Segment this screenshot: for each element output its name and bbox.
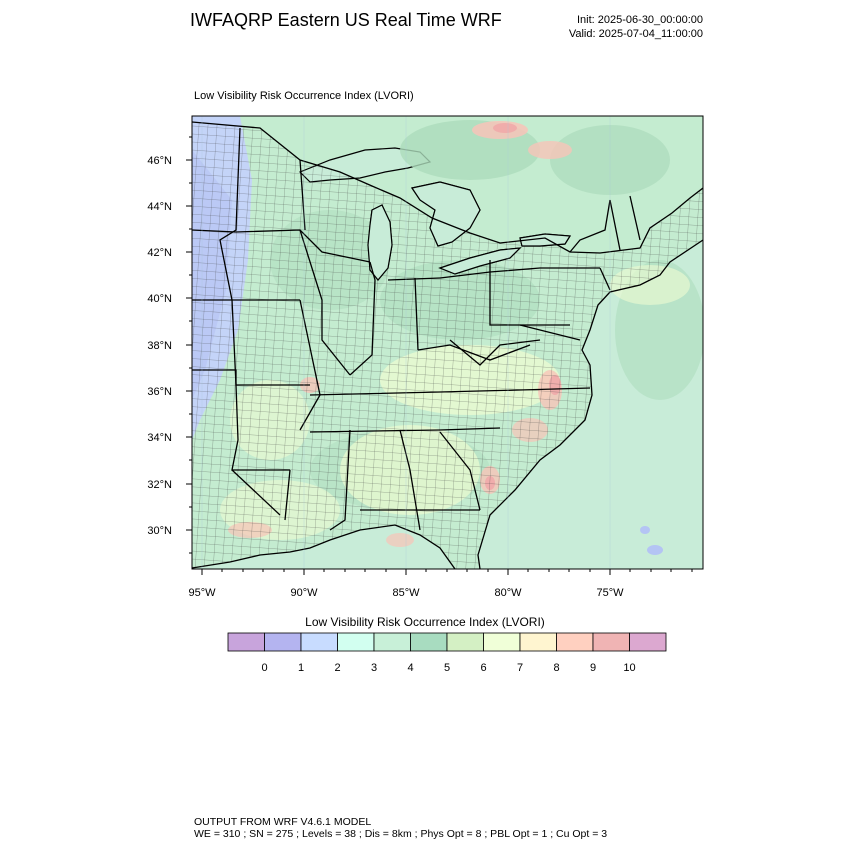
- colorbar-tick-label: 4: [407, 662, 413, 674]
- lat-axis: 46°N 44°N 42°N 40°N 38°N 36°N 34°N 32°N …: [147, 136, 192, 554]
- lake-erie-overlay: [438, 247, 522, 275]
- panel-label: Low Visibility Risk Occurrence Index (LV…: [194, 90, 414, 102]
- lat-tick-label: 32°N: [147, 479, 172, 491]
- colorbar-box: [227, 632, 265, 652]
- lat-tick-label: 38°N: [147, 340, 172, 352]
- plot-title: IWFAQRP Eastern US Real Time WRF: [190, 10, 502, 30]
- lon-tick-label: 75°W: [596, 587, 624, 599]
- colorbar-tick-label: 7: [517, 662, 523, 674]
- colorbar: 0 1 2 3 4 5 6 7 8 9 10: [227, 632, 667, 674]
- colorbar-tick-label: 1: [298, 662, 304, 674]
- colorbar-tick-label: 2: [334, 662, 340, 674]
- init-time: Init: 2025-06-30_00:00:00: [577, 14, 703, 26]
- lon-tick-label: 80°W: [494, 587, 522, 599]
- lon-axis: 95°W 90°W 85°W 80°W 75°W: [188, 569, 693, 599]
- field-red-ontario: [493, 123, 517, 133]
- state-borders: [192, 127, 641, 531]
- colorbar-tick-label: 10: [623, 662, 635, 674]
- colorbar-box: [483, 632, 521, 652]
- lon-tick-label: 85°W: [392, 587, 420, 599]
- colorbar-box: [592, 632, 630, 652]
- coastline: [192, 121, 703, 569]
- map-field: [192, 116, 703, 569]
- lake-ontario-overlay: [519, 233, 572, 247]
- footer-line-1: OUTPUT FROM WRF V4.6.1 MODEL: [194, 816, 372, 828]
- colorbar-box: [629, 632, 667, 652]
- field-blue-ocean-2: [647, 545, 663, 555]
- lat-tick-label: 30°N: [147, 525, 172, 537]
- lat-tick-label: 42°N: [147, 247, 172, 259]
- field-pink-florida: [386, 533, 414, 547]
- lon-tick-label: 95°W: [188, 587, 216, 599]
- colorbar-box: [300, 632, 338, 652]
- lon-tick-label: 90°W: [290, 587, 318, 599]
- lat-tick-label: 44°N: [147, 201, 172, 213]
- colorbar-box: [337, 632, 375, 652]
- lake-michigan-overlay: [367, 204, 393, 281]
- valid-time: Valid: 2025-07-04_11:00:00: [568, 28, 703, 40]
- colorbar-box: [519, 632, 557, 652]
- colorbar-tick-label: 6: [480, 662, 486, 674]
- colorbar-tick-label: 3: [371, 662, 377, 674]
- field-pink-ontario-2: [528, 141, 572, 159]
- model-footer: OUTPUT FROM WRF V4.6.1 MODEL WE = 310 ; …: [194, 816, 607, 840]
- footer-line-2: WE = 310 ; SN = 275 ; Levels = 38 ; Dis …: [194, 828, 608, 840]
- graticule: [201, 116, 611, 569]
- colorbar-tick-label: 8: [553, 662, 559, 674]
- colorbar-tick-label: 0: [261, 662, 267, 674]
- colorbar-box: [446, 632, 484, 652]
- lat-tick-label: 40°N: [147, 293, 172, 305]
- colorbar-box: [264, 632, 302, 652]
- colorbar-box: [556, 632, 594, 652]
- lat-tick-label: 34°N: [147, 432, 172, 444]
- colorbar-title: Low Visibility Risk Occurrence Index (LV…: [305, 615, 545, 629]
- run-times: Init: 2025-06-30_00:00:00 Valid: 2025-07…: [569, 13, 703, 41]
- colorbar-box: [373, 632, 411, 652]
- colorbar-tick-label: 5: [444, 662, 450, 674]
- lat-tick-label: 36°N: [147, 386, 172, 398]
- lat-tick-label: 46°N: [147, 155, 172, 167]
- colorbar-box: [410, 632, 448, 652]
- field-blue-ocean-1: [640, 526, 650, 534]
- colorbar-tick-label: 9: [590, 662, 596, 674]
